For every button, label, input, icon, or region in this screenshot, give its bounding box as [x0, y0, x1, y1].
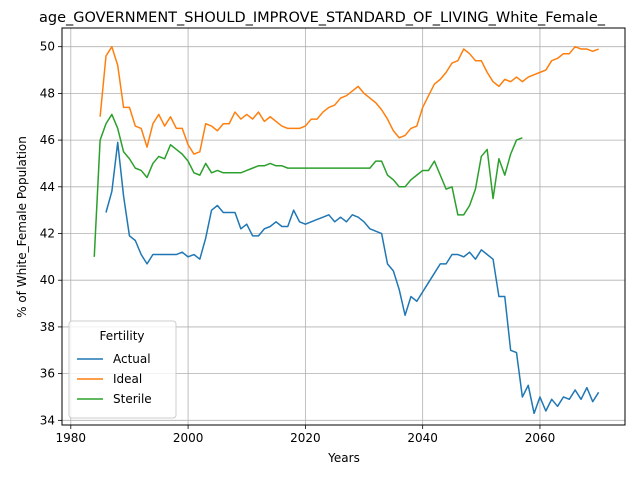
y-tick-label: 50 [40, 40, 55, 54]
y-axis-ticks: 34 36 38 40 42 44 46 48 50 [40, 40, 62, 427]
x-axis-label: Years [327, 451, 360, 465]
y-tick-label: 46 [40, 133, 55, 147]
x-axis-ticks: 1980 2000 2020 2040 2060 [56, 425, 556, 445]
y-tick-label: 36 [40, 367, 55, 381]
series-line-sterile [93, 113, 523, 257]
y-tick-label: 48 [40, 86, 55, 100]
legend-label-sterile: Sterile [113, 392, 152, 406]
grid [62, 28, 625, 425]
legend-label-ideal: Ideal [113, 372, 142, 386]
y-tick-label: 34 [40, 413, 55, 427]
y-axis-label: % of White_Female Population [15, 136, 29, 318]
plot-frame [61, 27, 626, 426]
legend-label-actual: Actual [113, 352, 151, 366]
y-tick-label: 40 [40, 273, 55, 287]
legend-title: Fertility [99, 329, 144, 343]
x-tick-label: 2000 [173, 431, 204, 445]
y-tick-label: 42 [40, 227, 55, 241]
y-tick-label: 38 [40, 320, 55, 334]
series-lines [93, 45, 600, 415]
series-line-ideal [99, 45, 599, 155]
x-tick-label: 2020 [290, 431, 321, 445]
x-tick-label: 2060 [525, 431, 556, 445]
legend-entries: Actual Ideal Sterile [77, 352, 152, 406]
series-line-actual [105, 141, 600, 415]
x-tick-label: 1980 [56, 431, 87, 445]
legend-box [68, 320, 177, 419]
chart-title: age_GOVERNMENT_SHOULD_IMPROVE_STANDARD_O… [39, 10, 606, 26]
legend: Fertility Actual Ideal Sterile [68, 320, 177, 419]
y-tick-label: 44 [40, 180, 55, 194]
x-tick-label: 2040 [407, 431, 438, 445]
